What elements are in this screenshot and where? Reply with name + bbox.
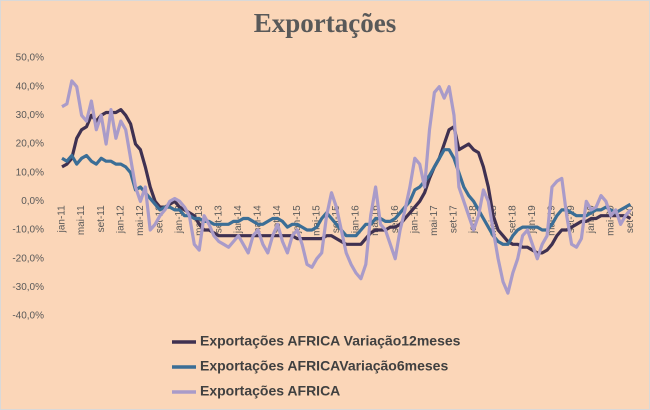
x-tick-label: set-11 bbox=[96, 205, 107, 232]
x-tick-label: set-12 bbox=[155, 205, 166, 233]
x-tick-label: mai-14 bbox=[253, 205, 264, 236]
x-tick-label: set-19 bbox=[566, 205, 577, 233]
x-tick-label: jan-16 bbox=[351, 205, 362, 234]
x-tick-label: set-20 bbox=[625, 205, 636, 233]
x-tick-label: set-17 bbox=[449, 205, 460, 233]
x-tick-label: mai-12 bbox=[135, 205, 146, 236]
x-tick-label: jan-15 bbox=[292, 205, 303, 234]
y-tick-label: 0,0% bbox=[21, 196, 44, 207]
x-tick-label: jan-17 bbox=[409, 205, 420, 234]
y-tick-label: -30,0% bbox=[12, 282, 44, 293]
x-tick-label: set-15 bbox=[331, 205, 342, 233]
x-tick-label: jan-13 bbox=[174, 205, 185, 234]
y-tick-label: 40,0% bbox=[16, 81, 44, 92]
legend-label: Exportações AFRICAVariação6meses bbox=[200, 358, 448, 374]
legend-label: Exportações AFRICA bbox=[200, 383, 340, 399]
series-line bbox=[61, 148, 632, 246]
x-tick-label: set-18 bbox=[507, 205, 518, 233]
x-tick-label: jan-11 bbox=[57, 205, 68, 233]
x-tick-label: mai-17 bbox=[429, 205, 440, 236]
x-tick-label: jan-18 bbox=[468, 205, 479, 234]
y-tick-label: 50,0% bbox=[16, 53, 44, 64]
x-tick-label: mai-15 bbox=[311, 205, 322, 236]
x-tick-label: mai-20 bbox=[605, 205, 616, 236]
legend-label: Exportações AFRICA Variação12meses bbox=[200, 333, 461, 349]
x-tick-label: mai-19 bbox=[547, 205, 558, 236]
x-tick-label: jan-12 bbox=[115, 205, 126, 234]
chart-title: Exportações bbox=[254, 8, 396, 38]
y-tick-label: -40,0% bbox=[12, 311, 44, 322]
x-tick-label: set-13 bbox=[213, 205, 224, 233]
y-tick-label: -20,0% bbox=[12, 253, 44, 264]
x-tick-label: jan-19 bbox=[527, 205, 538, 234]
series-line bbox=[61, 79, 632, 295]
y-tick-label: 30,0% bbox=[16, 110, 44, 121]
y-tick-label: 20,0% bbox=[16, 139, 44, 150]
x-tick-label: mai-11 bbox=[76, 205, 87, 235]
y-tick-label: 10,0% bbox=[16, 167, 44, 178]
y-tick-label: -10,0% bbox=[12, 225, 44, 236]
